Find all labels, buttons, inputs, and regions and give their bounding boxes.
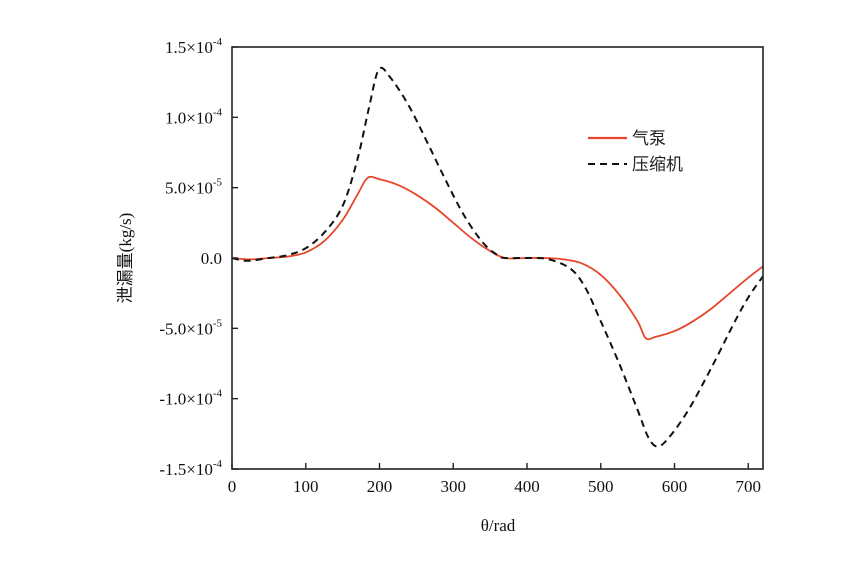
x-tick-label: 100	[293, 477, 319, 496]
y-tick-label: 1.5×10-4	[165, 36, 223, 57]
y-tick-label: -1.5×10-4	[159, 458, 222, 479]
y-tick-label: -1.0×10-4	[159, 388, 222, 409]
x-axis-title: θ/rad	[481, 516, 516, 535]
series-line-compressor	[231, 66, 764, 448]
y-tick-label: 5.0×10-5	[165, 177, 223, 198]
legend-item-pump: 气泵	[588, 129, 666, 148]
series-line-pump	[231, 175, 764, 341]
x-tick-label: 400	[514, 477, 540, 496]
x-tick-label: 300	[441, 477, 467, 496]
legend-label-compressor: 压缩机	[632, 155, 683, 174]
x-tick-label: 500	[588, 477, 614, 496]
plot-frame	[231, 46, 764, 470]
x-tick-label: 600	[662, 477, 688, 496]
x-axis-ticks: 0 100 200 300 400 500 600 700	[228, 463, 761, 496]
x-tick-label: 200	[367, 477, 393, 496]
legend-item-compressor: 压缩机	[588, 155, 683, 174]
y-tick-label: 0.0	[201, 249, 222, 268]
y-tick-label: 1.0×10-4	[165, 106, 223, 127]
plot-lines	[231, 66, 764, 448]
y-tick-label: -5.0×10-5	[159, 317, 222, 338]
y-axis-ticks: 1.5×10-4 1.0×10-4 5.0×10-5 0.0 -5.0×10-5 -1.0…	[159, 36, 238, 479]
legend: 气泵 压缩机	[588, 129, 683, 174]
legend-label-pump: 气泵	[632, 129, 666, 148]
x-tick-label: 0	[228, 477, 237, 496]
x-tick-label: 700	[736, 477, 762, 496]
y-axis-title: 泄漏量(kg/s)	[116, 213, 135, 304]
